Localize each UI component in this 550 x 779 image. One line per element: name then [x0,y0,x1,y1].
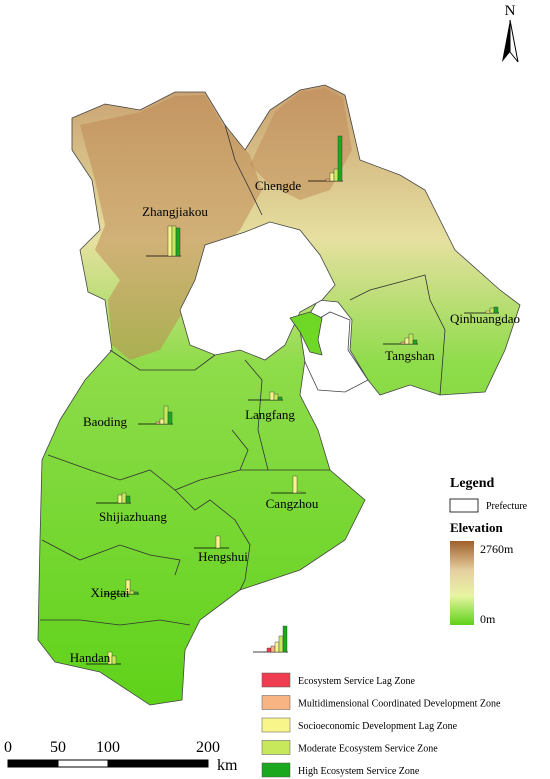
zone-bar [400,341,406,345]
scale-segment [7,759,59,768]
scale-label: 200 [196,739,220,756]
north-arrow: N [502,3,519,63]
zone-bar [121,492,127,504]
zone-bar [125,495,131,504]
zone-bar [412,339,418,345]
zone-bar [133,591,139,595]
city-label: Baoding [83,414,128,429]
zone-bar [111,655,117,665]
zone-bar [493,306,499,314]
zone-bar [215,535,221,549]
city-label: Xingtai [91,585,130,600]
boundary [224,124,263,216]
scale-segment [57,759,109,768]
scale-unit: km [217,757,238,774]
zone-bar [333,168,339,182]
boundary [41,539,181,576]
elevation-ramp [450,541,474,625]
boundary [231,429,249,471]
arrow-half [502,20,510,62]
scale-segment [107,759,209,768]
elevation-min: 0m [480,612,496,626]
zone-swatch [261,762,291,778]
zone-bar [329,172,335,182]
zone-bar [273,393,279,401]
prefecture-swatch [449,498,479,513]
city-label: Cangzhou [266,496,319,511]
scale-label: 50 [50,739,66,756]
zone-bar [129,590,135,595]
city-label: Tangshan [385,348,435,363]
highland [250,88,352,200]
zone-bar [159,418,165,425]
zone-bar [337,135,343,182]
enclave [289,311,323,356]
north-label: N [505,3,516,19]
elevation-title: Elevation [450,520,503,535]
zone-bar [155,421,161,425]
zone-bar [296,491,302,494]
zone-bar [408,333,414,345]
zone-bar [125,579,131,595]
zone-bar [167,225,173,257]
zone-swatch [261,672,291,688]
zone-bar [269,391,275,401]
zone-label: Moderate Ecosystem Service Zone [298,744,438,755]
zone-bar [171,225,177,257]
zone-bar [117,494,123,504]
beijing [179,221,336,361]
zone-bar [278,635,284,653]
city-label: Qinhuangdao [450,311,520,326]
city-label: Langfang [245,407,295,422]
zone-bar [270,645,276,653]
elevation-max: 2760m [480,542,514,556]
zone-swatch [261,740,291,755]
zone-bar [274,641,280,653]
prefecture-label: Prefecture [486,501,528,512]
arrow-half [509,19,519,63]
zone-bar [167,411,173,425]
zone-bar [266,647,272,653]
boundary [349,274,446,396]
boundary [109,349,216,371]
legend-title: Legend [450,476,495,491]
zone-label: Ecosystem Service Lag Zone [298,676,415,687]
city-label: Shijiazhuang [99,509,167,524]
scale-label: 0 [4,739,12,756]
zone-label: Multidimensional Coordinated Development… [298,699,501,710]
zone-swatch [261,717,291,733]
city-label: Zhangjiakou [142,204,208,219]
city-label: Hengshui [198,549,248,564]
zone-label: Socioeconomic Development Lag Zone [298,721,458,732]
boundary [244,359,330,471]
city-label: Handan [70,650,111,665]
boundary [40,619,191,626]
city-label: Chengde [255,178,301,193]
zone-bar [282,625,288,653]
boundary [174,489,251,591]
zone-label: High Ecosystem Service Zone [298,766,420,777]
zone-bar [163,405,169,425]
zone-bar [325,178,331,182]
scale-label: 100 [96,739,120,756]
zone-bar [175,227,181,257]
zone-swatch [261,695,291,710]
boundary [47,454,268,491]
zone-bar [404,337,410,345]
zone-bar [292,475,298,494]
boundaries [40,124,446,626]
zone-bar [277,396,283,401]
